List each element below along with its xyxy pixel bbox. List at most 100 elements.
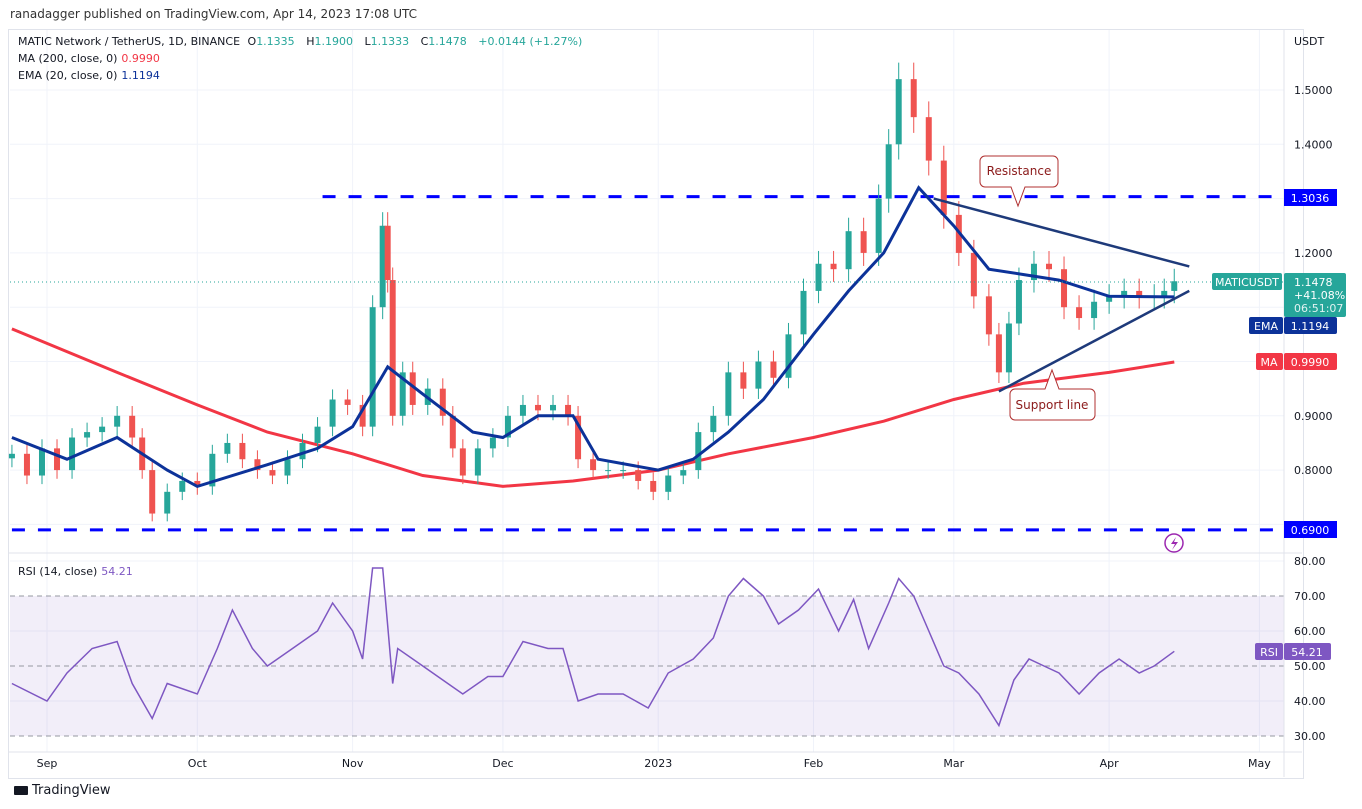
candle-body: [995, 334, 1002, 373]
svg-text:06:51:07: 06:51:07: [1294, 302, 1343, 315]
horizontal-levels: [11, 195, 1284, 532]
candle-body: [474, 448, 481, 476]
candle-body: [239, 442, 246, 460]
candle-body: [314, 426, 321, 443]
ema-tag: EMA 1.1194: [1249, 317, 1337, 334]
candle: [224, 433, 231, 463]
price-tick: 1.5000: [1294, 84, 1333, 97]
candle: [755, 350, 762, 399]
publish-info: ranadagger published on TradingView.com,…: [10, 7, 418, 21]
rsi-tick: 50.00: [1294, 660, 1326, 673]
ema20-line: [11, 185, 1175, 489]
candle: [985, 284, 992, 346]
candle: [895, 62, 902, 160]
candle-body: [1005, 323, 1012, 373]
candle: [149, 461, 156, 522]
resistance-callout: Resistance: [979, 155, 1059, 208]
candle: [1076, 295, 1083, 330]
candle-body: [379, 225, 386, 308]
resistance-trendline: [933, 197, 1190, 268]
candle-body: [504, 415, 511, 438]
candle: [1121, 278, 1128, 309]
rsi-axis: 80.00 70.00 60.00 50.00 40.00 30.00: [1294, 555, 1326, 743]
candle: [299, 433, 306, 469]
candle: [8, 444, 15, 468]
candle: [489, 428, 496, 458]
rsi-tick: 80.00: [1294, 555, 1326, 568]
candle: [995, 322, 1002, 384]
candle-body: [254, 459, 261, 471]
price-tick: 1.4000: [1294, 138, 1333, 151]
candle: [504, 406, 511, 447]
candle-body: [885, 144, 892, 199]
candle-body: [785, 334, 792, 378]
rsi-tick: 40.00: [1294, 695, 1326, 708]
rsi-band: [10, 596, 1284, 736]
time-tick: Dec: [492, 757, 513, 770]
candle: [1005, 311, 1012, 384]
candle: [590, 450, 597, 479]
candle: [1061, 256, 1068, 320]
grid: [10, 30, 1284, 752]
tv-logo-icon: [14, 786, 28, 795]
candle-body: [1030, 263, 1037, 281]
candle: [860, 217, 867, 266]
candle: [359, 394, 366, 437]
candle: [925, 101, 932, 176]
chart-frame: [8, 29, 1304, 779]
price-tick: 0.9000: [1294, 410, 1333, 423]
candle: [38, 439, 45, 485]
candle-body: [1091, 301, 1098, 319]
candle-body: [489, 437, 496, 449]
symbol-legend: MATIC Network / TetherUS, 1D, BINANCE O1…: [18, 35, 583, 48]
price-tick: 1.2000: [1294, 247, 1333, 260]
candle-body: [1136, 290, 1143, 297]
candle-body: [725, 372, 732, 416]
trendlines: [933, 197, 1190, 393]
candle-body: [409, 372, 416, 405]
candle-body: [755, 361, 762, 389]
candle: [565, 394, 572, 426]
candle-body: [710, 415, 717, 433]
candle: [575, 406, 582, 469]
candle: [695, 422, 702, 479]
candle-body: [194, 480, 201, 487]
candle-body: [895, 79, 902, 145]
price-axis: 1.5000 1.4000 1.2000 0.9000 0.8000: [1294, 84, 1333, 477]
candle-body: [179, 480, 186, 492]
candle-body: [940, 160, 947, 215]
ema-legend: EMA (20, close, 0) 1.1194: [18, 69, 160, 82]
candle: [665, 466, 672, 501]
tradingview-logo[interactable]: TradingView: [14, 783, 111, 798]
time-tick: 2023: [644, 757, 672, 770]
level-tag-resistance: 1.3036: [1284, 189, 1337, 206]
candle-body: [680, 470, 687, 476]
candle-body: [1061, 269, 1068, 308]
candle-body: [550, 404, 557, 411]
time-tick: Sep: [37, 757, 58, 770]
candle-body: [38, 448, 45, 476]
candle-body: [439, 388, 446, 416]
candle: [1091, 289, 1098, 330]
candle: [239, 433, 246, 469]
candle-body: [635, 470, 642, 481]
support-label: Support line: [1016, 398, 1089, 412]
lightning-icon[interactable]: [1164, 533, 1184, 553]
candle-body: [399, 372, 406, 416]
candle-body: [359, 404, 366, 427]
candle-body: [1076, 307, 1083, 319]
candle: [329, 389, 336, 437]
candle: [129, 406, 136, 447]
price-unit: USDT: [1294, 35, 1325, 48]
candle-body: [344, 399, 351, 405]
candle: [399, 361, 406, 426]
candle: [99, 417, 106, 442]
candle-body: [534, 404, 541, 411]
candle-body: [590, 459, 597, 471]
candle-body: [830, 263, 837, 270]
candle-body: [329, 399, 336, 427]
support-callout: Support line: [1009, 368, 1096, 421]
candle-body: [575, 415, 582, 460]
candle-body: [389, 280, 396, 416]
